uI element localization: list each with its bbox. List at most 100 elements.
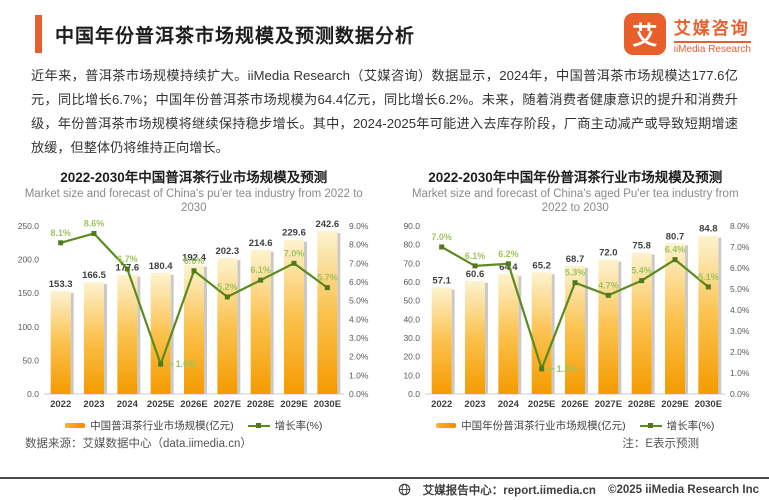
svg-text:57.1: 57.1 <box>433 276 452 287</box>
svg-text:7.0%: 7.0% <box>283 248 304 258</box>
svg-text:192.4: 192.4 <box>182 253 206 264</box>
globe-icon <box>398 483 411 496</box>
svg-text:6.7%: 6.7% <box>117 254 138 264</box>
legend-bar-label: 中国普洱茶行业市场规模(亿元) <box>90 420 234 433</box>
svg-text:0.0%: 0.0% <box>730 389 750 399</box>
svg-text:50.0: 50.0 <box>404 296 421 306</box>
svg-text:214.6: 214.6 <box>249 238 273 249</box>
chart-legend: 中国普洱茶行业市场规模(亿元) 增长率(%) <box>6 418 382 433</box>
footnotes-row: 数据来源：艾媒数据中心（data.iimedia.cn） 注：E表示预测 <box>0 433 769 451</box>
aged-puer-chart: 0.0 10.0 20.0 30.0 40.0 50.0 60.0 70.0 80.0 90.0 0… <box>388 216 764 418</box>
svg-text:5.0%: 5.0% <box>349 296 369 306</box>
svg-text:2024: 2024 <box>117 399 139 410</box>
svg-text:10.0: 10.0 <box>404 370 421 380</box>
svg-text:80.7: 80.7 <box>666 231 685 242</box>
svg-text:2022: 2022 <box>50 399 71 410</box>
svg-text:250.0: 250.0 <box>17 221 39 231</box>
svg-text:2029E: 2029E <box>280 399 307 410</box>
svg-text:180.4: 180.4 <box>149 261 173 272</box>
svg-text:0.0%: 0.0% <box>349 389 369 399</box>
svg-text:3.0%: 3.0% <box>730 326 750 336</box>
svg-text:2030E: 2030E <box>695 399 722 410</box>
svg-text:6.4%: 6.4% <box>665 245 686 255</box>
svg-text:70.0: 70.0 <box>404 258 421 268</box>
svg-text:4.7%: 4.7% <box>598 280 619 290</box>
logo-name-cn: 艾媒咨询 <box>673 14 751 43</box>
intro-paragraph: 近年来，普洱茶市场规模持续扩大。iiMedia Research（艾媒咨询）数据… <box>31 68 738 156</box>
svg-text:166.5: 166.5 <box>82 270 106 281</box>
footer-copyright: ©2025 iiMedia Research Inc <box>607 483 759 496</box>
line-swatch-icon <box>639 422 662 428</box>
svg-text:7.0%: 7.0% <box>432 232 453 242</box>
svg-text:84.8: 84.8 <box>699 224 718 235</box>
svg-text:1.0%: 1.0% <box>730 368 750 378</box>
svg-text:8.0%: 8.0% <box>349 240 369 250</box>
svg-text:4.0%: 4.0% <box>349 314 369 324</box>
svg-text:2026E: 2026E <box>180 399 207 410</box>
svg-text:2025E: 2025E <box>147 399 174 410</box>
svg-text:0.0: 0.0 <box>408 389 420 399</box>
svg-text:100.0: 100.0 <box>17 322 39 332</box>
line-swatch-icon <box>247 422 270 428</box>
svg-text:2029E: 2029E <box>662 399 689 410</box>
svg-text:2027E: 2027E <box>595 399 622 410</box>
iimedia-logo-icon: 艾 <box>623 13 666 55</box>
svg-text:5.3%: 5.3% <box>565 268 586 278</box>
iimedia-logo: 艾 艾媒咨询 iiMedia Research <box>623 13 757 55</box>
svg-text:8.1%: 8.1% <box>50 228 71 238</box>
svg-text:6.2%: 6.2% <box>498 249 519 259</box>
svg-text:9.0%: 9.0% <box>349 221 369 231</box>
svg-text:50.0: 50.0 <box>22 355 39 365</box>
chart-panel-aged-puer: 2022-2030年中国年份普洱茶行业市场规模及预测 Market size a… <box>388 164 764 433</box>
svg-text:2.0%: 2.0% <box>349 352 369 362</box>
legend-item-bar: 中国普洱茶行业市场规模(亿元) <box>65 418 234 433</box>
data-source-note: 数据来源：艾媒数据中心（data.iimedia.cn） <box>25 438 252 451</box>
svg-text:153.3: 153.3 <box>49 279 73 290</box>
svg-text:6.1%: 6.1% <box>465 251 486 261</box>
svg-text:200.0: 200.0 <box>17 255 39 265</box>
svg-text:80.0: 80.0 <box>404 240 421 250</box>
svg-text:2023: 2023 <box>83 399 104 410</box>
svg-text:68.7: 68.7 <box>566 254 585 265</box>
chart-subtitle: Market size and forecast of China's pu'e… <box>24 188 363 215</box>
svg-text:2028E: 2028E <box>628 399 655 410</box>
page-title: 中国年份普洱茶市场规模及预测数据分析 <box>55 25 416 47</box>
svg-text:3.0%: 3.0% <box>349 333 369 343</box>
svg-text:5.4%: 5.4% <box>632 266 653 276</box>
svg-text:6.0%: 6.0% <box>349 277 369 287</box>
logo-wordmark: 艾媒咨询 iiMedia Research <box>673 14 751 55</box>
svg-text:0.0: 0.0 <box>27 389 39 399</box>
svg-text:20.0: 20.0 <box>404 352 421 362</box>
report-header: 中国年份普洱茶市场规模及预测数据分析 艾 艾媒咨询 iiMedia Resear… <box>0 0 769 55</box>
legend-bar-label: 中国年份普洱茶行业市场规模(亿元) <box>461 420 626 433</box>
svg-text:75.8: 75.8 <box>633 241 652 252</box>
chart-title: 2022-2030年中国年份普洱茶行业市场规模及预测 <box>428 170 723 186</box>
svg-text:6.0%: 6.0% <box>730 263 750 273</box>
chart-subtitle: Market size and forecast of China's aged… <box>411 188 739 215</box>
svg-text:6.1%: 6.1% <box>250 265 271 275</box>
svg-text:2.0%: 2.0% <box>730 347 750 357</box>
svg-text:4.0%: 4.0% <box>730 305 750 315</box>
svg-text:2025E: 2025E <box>528 399 555 410</box>
chart-panel-puer-industry: 2022-2030年中国普洱茶行业市场规模及预测 Market size and… <box>6 164 382 433</box>
svg-text:242.6: 242.6 <box>315 219 339 230</box>
svg-text:2026E: 2026E <box>562 399 589 410</box>
svg-text:2022: 2022 <box>431 399 452 410</box>
charts-row: 2022-2030年中国普洱茶行业市场规模及预测 Market size and… <box>0 164 769 433</box>
svg-text:65.2: 65.2 <box>533 260 552 271</box>
legend-line-label: 增长率(%) <box>666 420 715 433</box>
svg-text:5.2%: 5.2% <box>217 282 238 292</box>
svg-text:30.0: 30.0 <box>404 333 421 343</box>
report-footer: 艾媒报告中心：report.iimedia.cn ©2025 iiMedia R… <box>0 477 769 500</box>
svg-text:7.0%: 7.0% <box>730 242 750 252</box>
chart-legend: 中国年份普洱茶行业市场规模(亿元) 增长率(%) <box>388 418 764 433</box>
forecast-note: 注：E表示预测 <box>622 438 699 451</box>
svg-text:2024: 2024 <box>498 399 520 410</box>
chart-title: 2022-2030年中国普洱茶行业市场规模及预测 <box>60 170 328 186</box>
svg-text:8.0%: 8.0% <box>730 221 750 231</box>
svg-text:40.0: 40.0 <box>404 314 421 324</box>
svg-text:2023: 2023 <box>465 399 486 410</box>
svg-text:202.3: 202.3 <box>215 246 239 257</box>
svg-text:150.0: 150.0 <box>17 288 39 298</box>
svg-text:2027E: 2027E <box>213 399 240 410</box>
